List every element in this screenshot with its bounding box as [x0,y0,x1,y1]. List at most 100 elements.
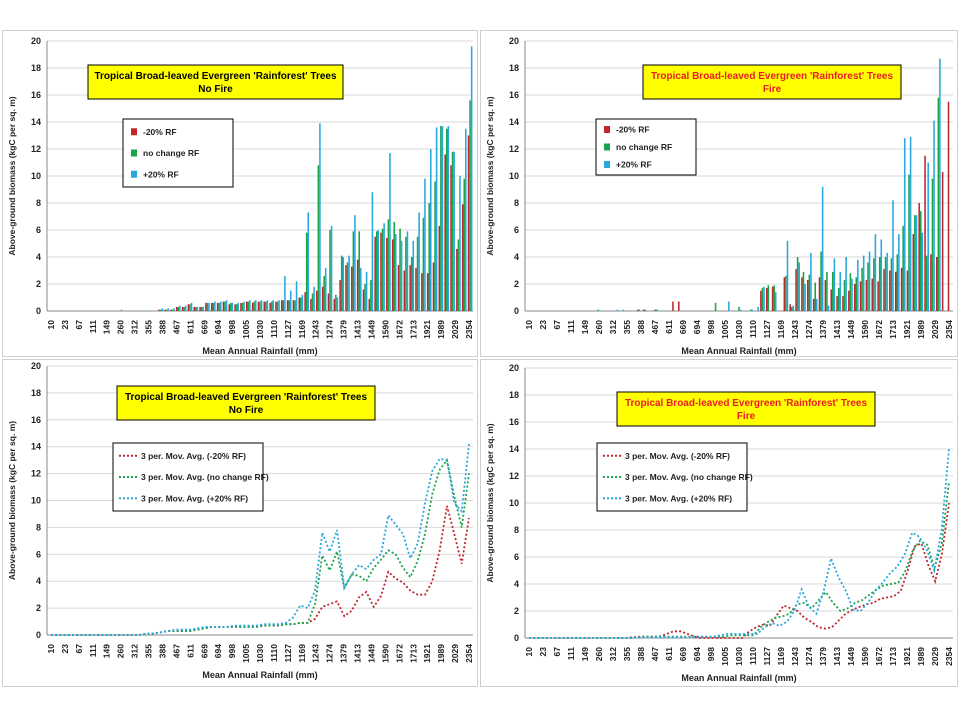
x-tick-label: 2354 [944,320,954,339]
bar [774,292,777,311]
chart-subtitle: No Fire [198,84,233,95]
x-tick-label: 23 [538,647,548,657]
bar [906,270,909,311]
bar [861,267,863,311]
bar [894,271,897,311]
bar [636,309,639,311]
x-tick-label: 1243 [790,647,800,666]
bar [438,225,441,311]
bar [937,97,940,311]
x-tick-label: 1169 [776,320,786,339]
bar [333,298,336,311]
x-tick-label: 1713 [888,320,898,339]
x-tick-label: 998 [706,647,716,661]
x-tick-label: 1672 [394,644,404,663]
bar [243,301,245,311]
x-tick-label: 260 [594,647,604,661]
bar [371,192,374,311]
bar [814,282,817,311]
legend-swatch [604,143,610,151]
bar [798,262,800,311]
y-tick-label: 16 [509,90,519,100]
bar [240,302,242,311]
x-tick-label: 312 [130,644,140,658]
bar [801,277,803,311]
bar [912,234,915,311]
bar [340,255,343,311]
bar [919,211,922,311]
y-axis-title: Above-ground biomass (kgC per sq. m) [485,423,495,582]
y-tick-label: 18 [31,388,41,398]
bar [441,126,444,311]
x-tick-label: 611 [185,644,195,658]
bar [251,302,254,311]
bar [377,230,380,311]
bar [469,100,471,312]
x-tick-label: 355 [144,320,154,334]
bar [783,277,786,311]
bar [184,305,187,311]
x-tick-label: 669 [678,320,688,334]
bar [842,296,844,311]
bar [230,302,232,311]
x-tick-label: 1379 [818,320,828,339]
bar [410,257,413,311]
bar [409,265,411,311]
bar [235,304,238,311]
x-tick-label: 1110 [269,320,279,338]
bar [760,290,762,311]
bar [214,301,216,311]
bar [849,273,852,311]
bar [921,232,924,311]
bar [908,174,910,311]
y-tick-label: 14 [31,117,41,127]
x-tick-label: 1274 [804,320,814,339]
bar [228,304,231,311]
title-box [116,385,376,421]
bar [368,298,371,311]
bar [222,301,225,311]
bar-series [158,135,470,311]
bar [183,306,185,311]
bar [310,298,312,311]
x-tick-label: 669 [199,320,209,334]
bar [351,266,353,311]
x-tick-label: 1672 [394,320,404,339]
bar [818,277,821,311]
bar [886,252,888,311]
bar-series [616,58,941,312]
bar [206,302,209,311]
bar [212,302,215,311]
title-box [87,64,344,100]
bar [406,231,409,311]
bar [120,309,123,311]
y-tick-label: 12 [509,144,519,154]
bar [195,306,197,311]
x-tick-label: 1110 [748,647,758,665]
bar [216,302,219,311]
x-tick-label: 1590 [380,320,390,339]
bar [415,267,417,311]
bar [158,309,161,311]
bar [403,270,406,311]
x-tick-label: 1005 [241,644,251,663]
bar [839,271,842,311]
bar [767,285,770,311]
bar [930,254,932,311]
x-tick-label: 1274 [325,644,335,663]
x-tick-label: 23 [538,320,548,330]
bar [867,262,869,311]
bar [399,228,401,311]
bar [218,302,220,311]
bar [241,302,244,311]
x-tick-label: 1590 [380,644,390,663]
x-tick-label: 1672 [874,647,884,666]
bar [381,228,384,311]
bar [902,225,904,311]
bar [245,301,248,311]
bar [205,302,207,311]
y-tick-label: 6 [514,552,519,562]
panel-line-no-fire: 0 2 4 6 8 10 12 14 16 18 20 10 23 67 111 149 260 312 355 38… [2,359,478,687]
y-tick-label: 0 [36,630,41,640]
bar [757,306,759,311]
